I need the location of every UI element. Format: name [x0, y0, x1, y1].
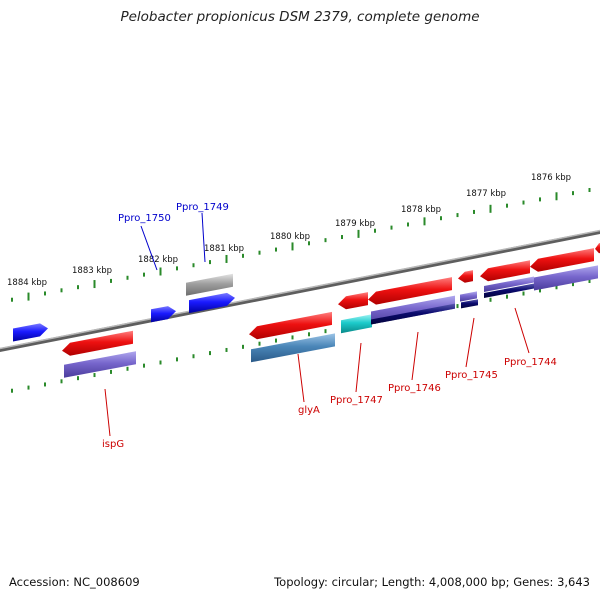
forward-gene-arrow — [13, 323, 48, 342]
reverse-gene-arrow — [480, 260, 530, 282]
gene-label: Ppro_1744 — [504, 357, 557, 368]
forward-gene-arrow — [151, 306, 176, 323]
kbp-label: 1879 kbp — [335, 219, 375, 229]
gene-label: ispG — [102, 439, 124, 450]
feature-bar — [186, 273, 233, 296]
genome-backbone-highlight — [0, 229, 600, 350]
reverse-gene-arrow — [595, 242, 600, 254]
genome-stats-text: Topology: circular; Length: 4,008,000 bp… — [274, 575, 590, 589]
gene-leader-line — [411, 331, 419, 381]
gene-leader-line — [355, 342, 362, 393]
reverse-gene-arrow — [338, 292, 368, 310]
cds-bar — [484, 276, 534, 292]
gene-leader-line — [465, 317, 475, 368]
kbp-label: 1880 kbp — [270, 232, 310, 242]
gene-label: glyA — [298, 405, 320, 416]
kbp-label: 1877 kbp — [466, 189, 506, 199]
gene-leader-line — [514, 307, 530, 354]
genome-backbone-shadow — [0, 229, 600, 353]
kbp-label: 1883 kbp — [72, 266, 112, 276]
cds-bar — [341, 314, 372, 334]
kbp-label: 1876 kbp — [531, 173, 571, 183]
kbp-label: 1881 kbp — [204, 244, 244, 254]
reverse-gene-arrow — [62, 330, 133, 356]
kbp-label: 1882 kbp — [138, 255, 178, 265]
cds-bar — [251, 333, 335, 363]
gene-label: Ppro_1750 — [118, 213, 171, 224]
gene-label: Ppro_1747 — [330, 395, 383, 406]
forward-gene-arrow — [189, 292, 235, 314]
cds-bar — [534, 265, 598, 291]
reverse-gene-arrow — [458, 270, 473, 283]
kbp-label: 1878 kbp — [401, 205, 441, 215]
reverse-gene-arrow — [530, 248, 594, 272]
gene-leader-line — [104, 388, 111, 437]
figure-title: Pelobacter propionicus DSM 2379, complet… — [120, 9, 480, 25]
cds-bar-dark — [371, 303, 455, 325]
accession-text: Accession: NC_008609 — [9, 575, 140, 589]
cds-bar-dark — [484, 283, 534, 298]
kbp-label: 1884 kbp — [7, 278, 47, 288]
gene-label: Ppro_1746 — [388, 383, 441, 394]
reverse-gene-arrow — [249, 311, 332, 340]
gene-leader-line — [140, 225, 158, 271]
gene-label: Ppro_1749 — [176, 202, 229, 213]
cds-bar — [64, 351, 136, 378]
gene-label: Ppro_1745 — [445, 370, 498, 381]
cds-bar-dark — [461, 299, 478, 309]
cds-bar — [460, 291, 477, 302]
gene-leader-line — [201, 212, 206, 263]
reverse-gene-arrow — [368, 277, 452, 305]
gene-leader-line — [297, 353, 305, 403]
